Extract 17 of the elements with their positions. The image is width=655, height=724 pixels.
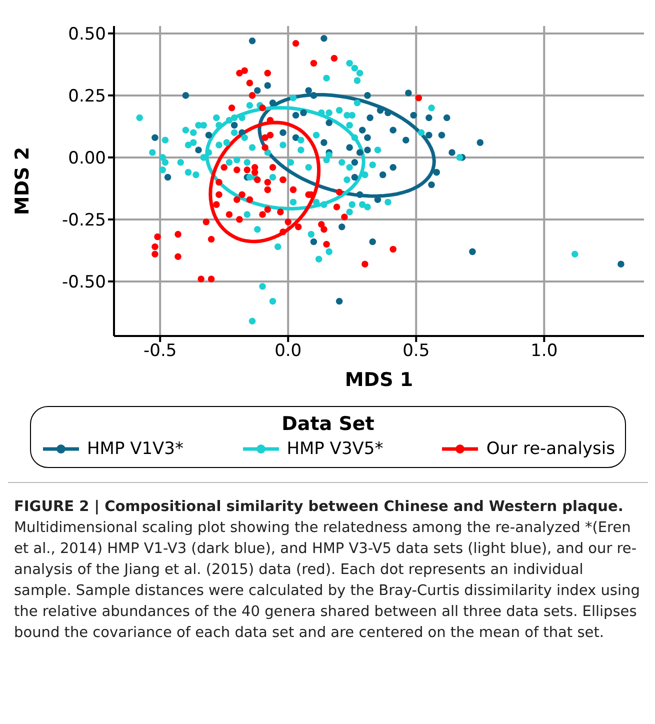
y-tick-label: 0.50 [68, 24, 106, 44]
y-tick-label: -0.25 [62, 210, 106, 230]
legend-label: HMP V3V5* [286, 439, 384, 459]
text: Multidimensional scaling plot showing the relatedness among the re-analyzed *(Eren et al., 2014) HMP V1-V3 (dark blue), and HMP V3-V5 data sets (light blue), and our re-analysis of the Jiang et al. (2015) data (red). Each dot represents an individual sample. Sample distances were calculated by the Bray-Curtis dissimilarity index using the relative abundances of the 40 genera shared between all three data sets. Ellipses bound the covariance of each data set and are centered on the mean of that set. [14, 520, 640, 641]
y-axis-title: MDS 2 [12, 146, 34, 216]
caption: FIGURE 2 | Compositional similarity between Chinese and Western plaque. [14, 499, 624, 515]
legend-label: HMP V1V3* [87, 439, 184, 459]
x-tick-label: 1.0 [530, 341, 558, 362]
x-axis-title: MDS 1 [344, 369, 414, 391]
x-tick-label: 0.5 [402, 341, 430, 362]
y-tick-label: 0.00 [68, 148, 106, 168]
legend-title: Data Set [280, 413, 376, 435]
legend-label: Our re-analysis [486, 439, 615, 459]
x-tick-label: 0.0 [274, 341, 302, 362]
y-tick-label: 0.25 [68, 86, 106, 106]
x-tick-label: -0.5 [144, 341, 177, 362]
y-tick-label: -0.50 [62, 272, 106, 292]
